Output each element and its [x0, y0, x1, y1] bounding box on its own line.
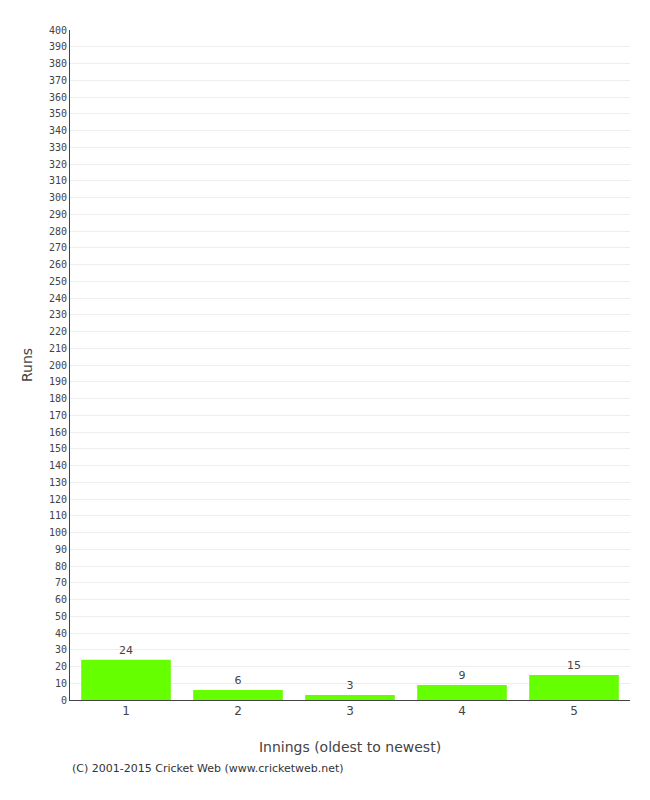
svg-text:160: 160	[49, 427, 67, 438]
svg-text:400: 400	[49, 25, 67, 36]
svg-text:310: 310	[49, 175, 67, 186]
svg-text:250: 250	[49, 276, 67, 287]
svg-text:390: 390	[49, 41, 67, 52]
svg-text:110: 110	[49, 510, 67, 521]
svg-text:24: 24	[119, 644, 133, 657]
svg-text:200: 200	[49, 360, 67, 371]
svg-text:230: 230	[49, 309, 67, 320]
svg-text:360: 360	[49, 92, 67, 103]
svg-text:130: 130	[49, 477, 67, 488]
svg-text:220: 220	[49, 326, 67, 337]
svg-text:300: 300	[49, 192, 67, 203]
svg-text:5: 5	[570, 704, 578, 718]
svg-text:340: 340	[49, 125, 67, 136]
svg-text:60: 60	[55, 594, 67, 605]
svg-text:140: 140	[49, 460, 67, 471]
svg-text:280: 280	[49, 226, 67, 237]
svg-text:380: 380	[49, 58, 67, 69]
svg-text:90: 90	[55, 544, 67, 555]
svg-text:50: 50	[55, 611, 67, 622]
svg-text:240: 240	[49, 293, 67, 304]
svg-text:6: 6	[235, 674, 242, 687]
svg-text:Innings (oldest to newest): Innings (oldest to newest)	[259, 739, 441, 755]
svg-text:30: 30	[55, 644, 67, 655]
svg-text:9: 9	[459, 669, 466, 682]
svg-text:210: 210	[49, 343, 67, 354]
svg-text:370: 370	[49, 75, 67, 86]
svg-text:80: 80	[55, 561, 67, 572]
svg-text:350: 350	[49, 108, 67, 119]
svg-text:170: 170	[49, 410, 67, 421]
svg-text:180: 180	[49, 393, 67, 404]
svg-text:330: 330	[49, 142, 67, 153]
svg-text:15: 15	[567, 659, 581, 672]
svg-text:0: 0	[61, 695, 67, 706]
svg-text:40: 40	[55, 628, 67, 639]
svg-text:4: 4	[458, 704, 466, 718]
svg-text:270: 270	[49, 242, 67, 253]
svg-text:320: 320	[49, 159, 67, 170]
svg-text:120: 120	[49, 494, 67, 505]
svg-text:10: 10	[55, 678, 67, 689]
svg-text:3: 3	[346, 704, 354, 718]
svg-text:190: 190	[49, 376, 67, 387]
svg-text:150: 150	[49, 443, 67, 454]
svg-text:100: 100	[49, 527, 67, 538]
svg-text:70: 70	[55, 577, 67, 588]
svg-text:Runs: Runs	[19, 348, 35, 382]
svg-text:20: 20	[55, 661, 67, 672]
svg-text:(C) 2001-2015 Cricket Web (www: (C) 2001-2015 Cricket Web (www.cricketwe…	[72, 762, 344, 775]
svg-text:260: 260	[49, 259, 67, 270]
svg-text:1: 1	[122, 704, 130, 718]
svg-text:2: 2	[234, 704, 242, 718]
svg-text:3: 3	[347, 679, 354, 692]
svg-text:290: 290	[49, 209, 67, 220]
